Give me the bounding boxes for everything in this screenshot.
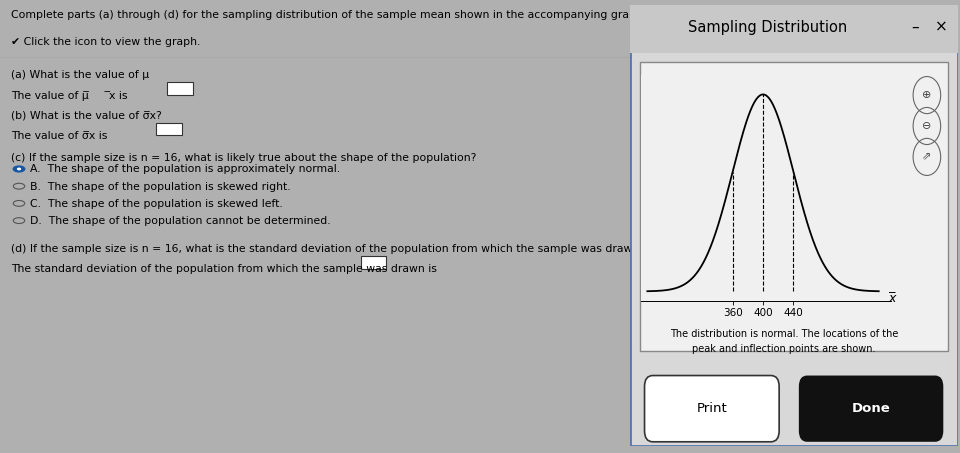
Text: Print: Print (696, 402, 728, 415)
Text: x̅: x̅ (888, 292, 896, 305)
FancyBboxPatch shape (644, 376, 780, 442)
Text: (c) If the sample size is n = 16, what is likely true about the shape of the pop: (c) If the sample size is n = 16, what i… (12, 153, 477, 163)
Text: ⇗: ⇗ (923, 152, 931, 162)
Ellipse shape (17, 168, 20, 170)
Text: (b) What is the value of σ̅x?: (b) What is the value of σ̅x? (12, 111, 162, 121)
Text: Done: Done (852, 402, 891, 415)
FancyBboxPatch shape (167, 82, 193, 95)
Text: ⊕: ⊕ (923, 90, 931, 100)
Text: Complete parts (a) through (d) for the sampling distribution of the sample mean : Complete parts (a) through (d) for the s… (12, 10, 647, 20)
FancyBboxPatch shape (630, 5, 958, 446)
Ellipse shape (13, 166, 25, 172)
Text: The standard deviation of the population from which the sample was drawn is: The standard deviation of the population… (12, 264, 437, 274)
Text: ⊖: ⊖ (923, 121, 931, 131)
FancyBboxPatch shape (156, 123, 181, 135)
Text: D.  The shape of the population cannot be determined.: D. The shape of the population cannot be… (31, 216, 331, 226)
Text: The distribution is normal. The locations of the: The distribution is normal. The location… (670, 329, 899, 339)
Text: (d) If the sample size is n = 16, what is the standard deviation of the populati: (d) If the sample size is n = 16, what i… (12, 244, 645, 254)
FancyBboxPatch shape (639, 62, 948, 351)
Text: ✔ Click the icon to view the graph.: ✔ Click the icon to view the graph. (12, 37, 201, 47)
FancyBboxPatch shape (630, 5, 958, 53)
Text: The value of μ̅: The value of μ̅ (12, 91, 89, 101)
Text: Sampling Distribution: Sampling Distribution (688, 20, 848, 35)
FancyBboxPatch shape (799, 376, 944, 442)
Text: A.  The shape of the population is approximately normal.: A. The shape of the population is approx… (31, 164, 341, 174)
Text: B.  The shape of the population is skewed right.: B. The shape of the population is skewed… (31, 182, 291, 192)
Text: The value of σ̅x is: The value of σ̅x is (12, 131, 108, 141)
Text: ̅x is: ̅x is (109, 91, 128, 101)
Text: (a) What is the value of μ: (a) What is the value of μ (12, 70, 150, 80)
Text: –: – (912, 20, 920, 35)
Text: C.  The shape of the population is skewed left.: C. The shape of the population is skewed… (31, 199, 283, 209)
Text: peak and inflection points are shown.: peak and inflection points are shown. (692, 344, 876, 354)
FancyBboxPatch shape (361, 256, 387, 269)
Text: ×: × (935, 20, 948, 35)
